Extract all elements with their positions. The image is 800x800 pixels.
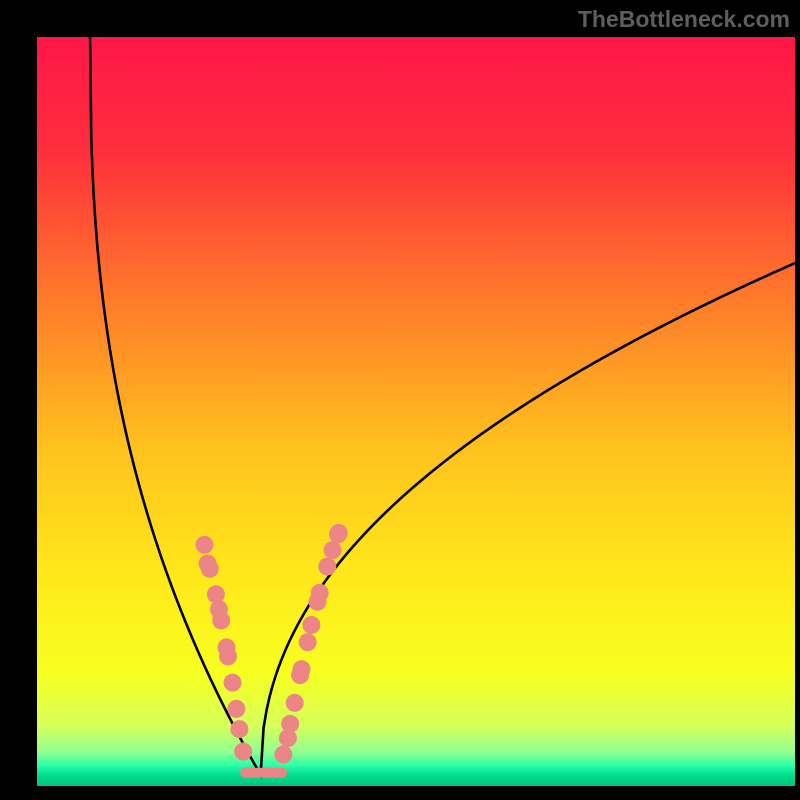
data-point-right — [274, 746, 292, 764]
data-point-left — [234, 743, 252, 761]
watermark-text: TheBottleneck.com — [578, 6, 790, 33]
data-point-left — [227, 700, 245, 718]
bottleneck-chart — [0, 0, 800, 800]
data-point-right — [311, 584, 329, 602]
data-point-left — [230, 720, 248, 738]
data-point-left — [199, 555, 217, 573]
chart-container: TheBottleneck.com — [0, 0, 800, 800]
data-point-right — [330, 524, 348, 542]
curve-min-band — [240, 768, 287, 778]
data-point-left — [219, 647, 237, 665]
data-point-right — [286, 694, 304, 712]
data-point-left — [207, 585, 225, 603]
data-point-right — [318, 558, 336, 576]
data-point-left — [212, 611, 230, 629]
data-point-right — [299, 633, 317, 651]
data-point-right — [324, 541, 342, 559]
data-point-right — [293, 660, 311, 678]
data-point-right — [302, 616, 320, 634]
data-point-left — [196, 536, 214, 554]
plot-area — [37, 37, 795, 786]
data-point-left — [224, 674, 242, 692]
data-point-right — [281, 715, 299, 733]
